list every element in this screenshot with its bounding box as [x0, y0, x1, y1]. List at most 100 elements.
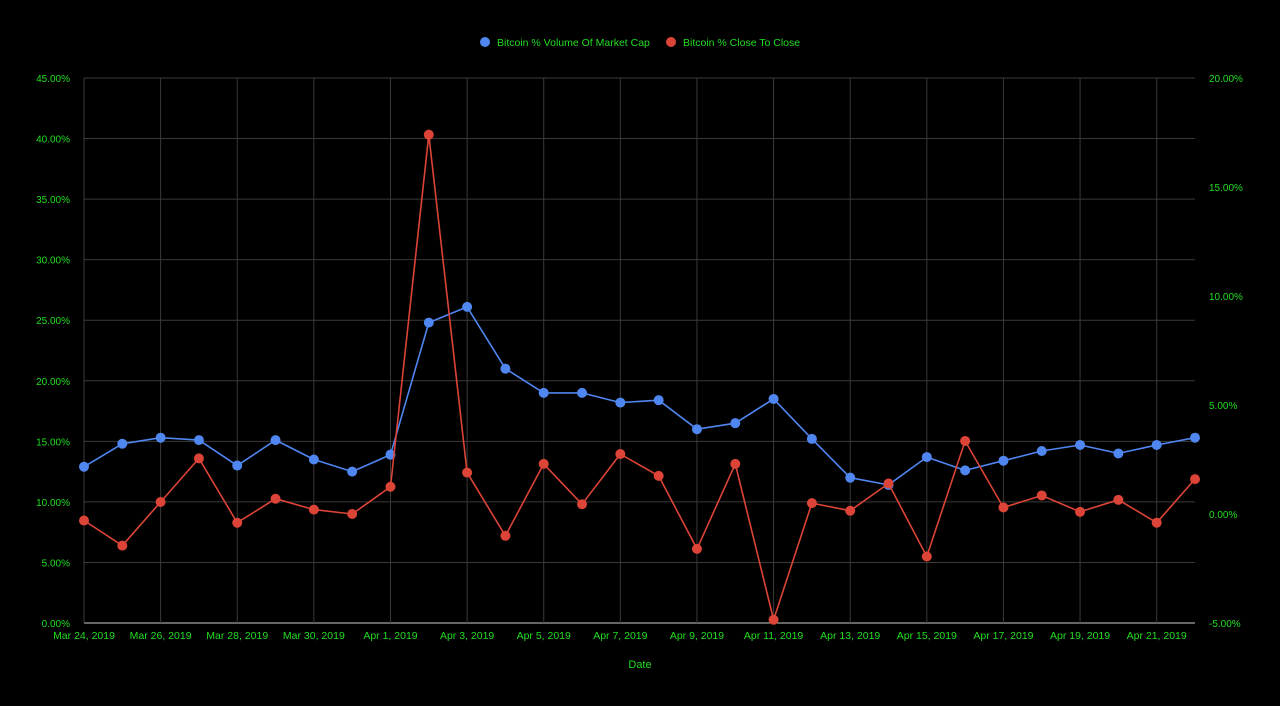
series-1-point[interactable]: [653, 395, 664, 406]
legend-marker-1[interactable]: [480, 37, 490, 47]
x-tick-label: Apr 13, 2019: [820, 630, 880, 642]
series-1-point[interactable]: [500, 363, 511, 374]
x-tick-label: Apr 11, 2019: [744, 630, 804, 642]
series-2-point[interactable]: [79, 515, 89, 526]
series-2-point[interactable]: [615, 449, 626, 460]
series-2-point[interactable]: [960, 435, 971, 446]
legend-label-2[interactable]: Bitcoin % Close To Close: [683, 37, 800, 49]
x-tick-label: Apr 21, 2019: [1127, 630, 1187, 642]
series-2-point[interactable]: [883, 478, 894, 489]
series-1-point[interactable]: [921, 452, 932, 463]
series-1-point[interactable]: [998, 455, 1009, 466]
y-left-tick-label: 10.00%: [36, 498, 70, 509]
series-1-point[interactable]: [117, 438, 128, 449]
x-tick-label: Mar 24, 2019: [53, 630, 115, 642]
series-line-1: [83, 306, 1196, 486]
y-left-tick-label: 40.00%: [36, 135, 70, 146]
series-1-point[interactable]: [1190, 432, 1200, 443]
series-1-point[interactable]: [232, 460, 243, 471]
series-2-point[interactable]: [691, 543, 702, 554]
y-left-tick-label: 20.00%: [36, 377, 70, 388]
series-2-point[interactable]: [270, 493, 281, 504]
y-left-tick-label: 35.00%: [36, 195, 70, 206]
series-2-point[interactable]: [117, 540, 128, 551]
y-right-tick-label: 5.00%: [1209, 401, 1237, 412]
series-1-point[interactable]: [1075, 439, 1086, 450]
series-2-point[interactable]: [653, 470, 664, 481]
grid: [83, 77, 1195, 624]
series-1-point[interactable]: [538, 387, 549, 398]
series-1-point[interactable]: [423, 317, 434, 328]
series-2-point[interactable]: [768, 614, 779, 625]
series-2-point[interactable]: [921, 551, 932, 562]
series-2-point[interactable]: [1036, 490, 1047, 501]
y-left-tick-label: 0.00%: [42, 619, 70, 630]
series-2-point[interactable]: [385, 481, 396, 492]
x-tick-label: Apr 1, 2019: [363, 630, 417, 642]
x-tick-label: Apr 15, 2019: [897, 630, 957, 642]
x-tick-label: Apr 5, 2019: [517, 630, 571, 642]
y-left-tick-label: 25.00%: [36, 316, 70, 327]
x-tick-label: Apr 19, 2019: [1050, 630, 1110, 642]
series-2-point[interactable]: [1113, 494, 1124, 505]
series-2-point[interactable]: [806, 498, 817, 509]
series-2-point[interactable]: [998, 502, 1009, 513]
series-1-point[interactable]: [270, 435, 281, 446]
series-2-point[interactable]: [347, 509, 358, 519]
series-1-point[interactable]: [1151, 439, 1162, 450]
y-right-tick-label: -5.00%: [1209, 619, 1241, 630]
series-layer: [79, 129, 1200, 625]
x-tick-label: Mar 30, 2019: [283, 630, 345, 642]
x-tick-label: Apr 7, 2019: [593, 630, 647, 642]
series-2-point[interactable]: [730, 458, 741, 469]
y-left-tick-label: 45.00%: [36, 74, 70, 85]
series-1-point[interactable]: [1113, 448, 1124, 459]
series-2-point[interactable]: [500, 530, 511, 541]
series-2-point[interactable]: [308, 504, 319, 515]
series-1-point[interactable]: [308, 454, 319, 465]
axes-labels: 0.00% 5.00% 10.00% 15.00% 20.00% 25.00% 30.00%…: [36, 74, 1243, 642]
y-right-tick-label: 10.00%: [1209, 292, 1243, 303]
series-1-point[interactable]: [806, 433, 817, 444]
x-tick-label: Mar 26, 2019: [130, 630, 192, 642]
series-1-point[interactable]: [615, 397, 626, 408]
series-2-point[interactable]: [462, 467, 473, 478]
series-1-point[interactable]: [960, 465, 971, 476]
legend-marker-2[interactable]: [666, 37, 676, 47]
series-2-point[interactable]: [155, 497, 166, 508]
y-left-tick-label: 15.00%: [36, 437, 70, 448]
y-left-tick-label: 30.00%: [36, 256, 70, 267]
series-2-point[interactable]: [232, 517, 243, 528]
x-tick-label: Apr 3, 2019: [440, 630, 494, 642]
x-tick-label: Mar 28, 2019: [206, 630, 268, 642]
series-1-point[interactable]: [577, 387, 588, 398]
series-2-point[interactable]: [1190, 474, 1200, 485]
series-1-point[interactable]: [1036, 446, 1047, 457]
x-tick-label: Apr 9, 2019: [670, 630, 724, 642]
legend[interactable]: Bitcoin % Volume Of Market Cap Bitcoin % …: [480, 37, 800, 49]
series-2-point[interactable]: [423, 129, 434, 140]
series-2-point[interactable]: [1075, 506, 1086, 517]
series-line-2: [83, 133, 1196, 621]
series-1-point[interactable]: [691, 424, 702, 435]
series-2-point[interactable]: [538, 458, 549, 469]
series-1-point[interactable]: [730, 418, 741, 429]
y-right-tick-label: 0.00%: [1209, 510, 1237, 521]
y-right-tick-label: 15.00%: [1209, 183, 1243, 194]
series-2-point[interactable]: [577, 499, 588, 510]
series-2-point[interactable]: [193, 453, 204, 464]
series-1-point[interactable]: [193, 435, 204, 446]
series-2-point[interactable]: [1151, 517, 1162, 528]
series-1-point[interactable]: [462, 301, 473, 312]
series-1-point[interactable]: [79, 461, 89, 472]
series-1-point[interactable]: [347, 466, 358, 477]
series-2-point[interactable]: [845, 505, 856, 516]
series-1-point[interactable]: [768, 393, 779, 404]
legend-label-1[interactable]: Bitcoin % Volume Of Market Cap: [497, 37, 650, 49]
y-right-tick-label: 20.00%: [1209, 74, 1243, 85]
y-left-tick-label: 5.00%: [42, 558, 70, 569]
series-1-point[interactable]: [155, 432, 166, 443]
series-1-point[interactable]: [845, 472, 856, 483]
